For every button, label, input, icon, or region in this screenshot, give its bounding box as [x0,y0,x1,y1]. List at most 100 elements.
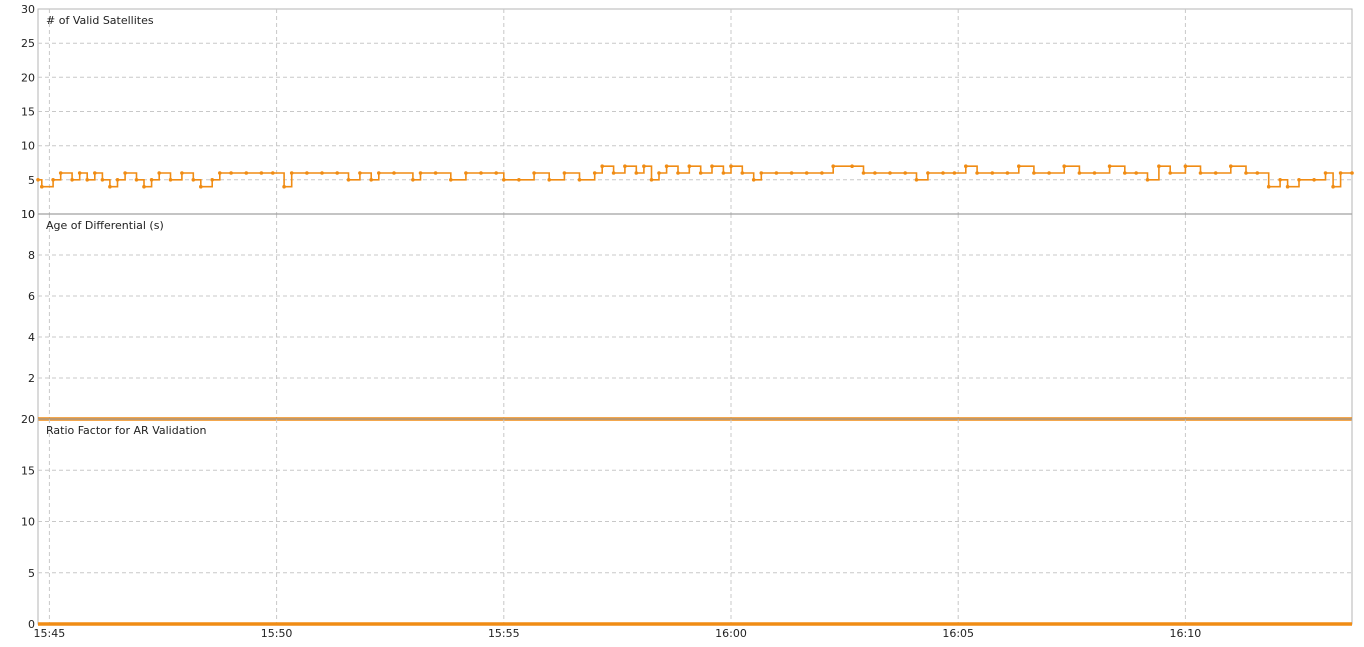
satellites-data-point [1157,164,1161,168]
satellites-data-point [698,171,703,175]
satellites-data-point [914,178,919,182]
satellites-y-tick-label: 5 [28,174,35,187]
satellites-data-point [259,171,264,175]
satellites-data-point [199,184,203,189]
satellites-data-point [1266,184,1271,189]
satellites-data-point [168,178,173,182]
satellites-data-point [888,171,892,175]
ratio-factor-y-tick-label: 10 [21,516,35,529]
x-tick-label: 16:00 [715,627,747,640]
satellites-data-point [433,171,438,175]
satellites-data-point [149,178,154,182]
satellites-data-point [229,171,233,175]
satellites-data-point [611,171,616,175]
satellites-data-point [142,184,146,189]
satellites-data-point [532,171,536,175]
satellites-data-point [729,164,733,168]
satellites-data-point [210,178,214,182]
age-differential-panel-title: Age of Differential (s) [46,219,164,232]
satellites-data-point [392,171,396,175]
satellites-data-point [664,164,669,168]
satellites-data-point [1047,171,1051,175]
satellites-y-tick-label: 20 [21,71,35,84]
x-tick-label: 16:05 [942,627,974,640]
satellites-data-point [108,184,112,189]
satellites-data-point [1017,164,1021,168]
satellites-data-point [990,171,995,175]
satellites-data-point [1062,164,1066,168]
satellites-data-point [36,178,40,182]
satellites-data-point [180,171,184,175]
satellites-data-point [358,171,362,175]
age-differential-y-tick-label: 2 [28,372,35,385]
satellites-data-point [1198,171,1203,175]
satellites-panel-title: # of Valid Satellites [46,14,154,27]
satellites-data-point [51,178,55,182]
satellites-data-point [789,171,794,175]
satellites-data-point [721,171,726,175]
satellites-data-point [941,171,945,175]
ratio-factor-y-tick-label: 0 [28,618,35,631]
satellites-data-point [244,171,249,175]
ratio-factor-panel-title: Ratio Factor for AR Validation [46,424,207,437]
satellites-data-point [1005,171,1010,175]
satellites-data-point [687,164,692,168]
satellites-data-point [600,164,604,168]
satellites-data-point [449,178,453,182]
x-tick-label: 15:45 [34,627,66,640]
satellites-data-point [218,171,222,175]
satellites-data-point [1134,171,1138,175]
satellites-data-point [1229,164,1233,168]
satellites-data-point [642,164,646,168]
satellites-data-point [1168,171,1172,175]
satellites-data-point [1297,178,1301,182]
satellites-data-point [623,164,627,168]
satellites-data-point [320,171,324,175]
age-differential-y-tick-label: 6 [28,290,35,303]
satellites-data-point [1183,164,1188,168]
satellites-data-point [592,171,597,175]
satellites-data-point [804,171,809,175]
satellites-data-point [562,171,567,175]
satellites-data-point [85,178,89,182]
satellites-data-point [831,164,835,168]
satellites-data-point [494,171,499,175]
satellites-data-point [411,178,415,182]
satellites-data-point [1312,178,1316,182]
satellites-data-point [649,178,654,182]
satellites-data-point [191,178,196,182]
satellites-data-point [346,178,351,182]
satellites-data-point [751,178,756,182]
satellites-data-point [676,171,680,175]
x-tick-label: 15:55 [488,627,520,640]
satellites-data-point [1278,178,1282,182]
satellites-data-point [271,171,275,175]
satellites-y-tick-label: 30 [21,3,35,16]
satellites-data-point [282,184,286,189]
satellites-data-point [369,178,374,182]
satellites-data-point [1092,171,1097,175]
satellites-data-point [903,171,907,175]
satellites-data-point [58,171,63,175]
satellites-data-point [115,178,120,182]
satellites-data-point [657,171,661,175]
satellites-data-point [861,171,866,175]
satellites-data-point [335,171,340,175]
satellites-data-point [40,184,44,189]
satellites-data-point [1145,178,1150,182]
satellites-y-tick-label: 25 [21,37,35,50]
satellites-data-point [873,171,877,175]
satellites-data-point [952,171,957,175]
satellites-data-point [740,171,745,175]
satellites-data-point [479,171,483,175]
satellites-y-tick-label: 15 [21,106,35,119]
satellites-data-point [305,171,309,175]
satellites-data-point [1331,184,1335,189]
satellites-data-point [577,178,582,182]
satellites-data-point [975,171,979,175]
satellites-data-point [1255,171,1260,175]
satellites-y-tick-label: 10 [21,140,35,153]
x-tick-label: 15:50 [261,627,293,640]
